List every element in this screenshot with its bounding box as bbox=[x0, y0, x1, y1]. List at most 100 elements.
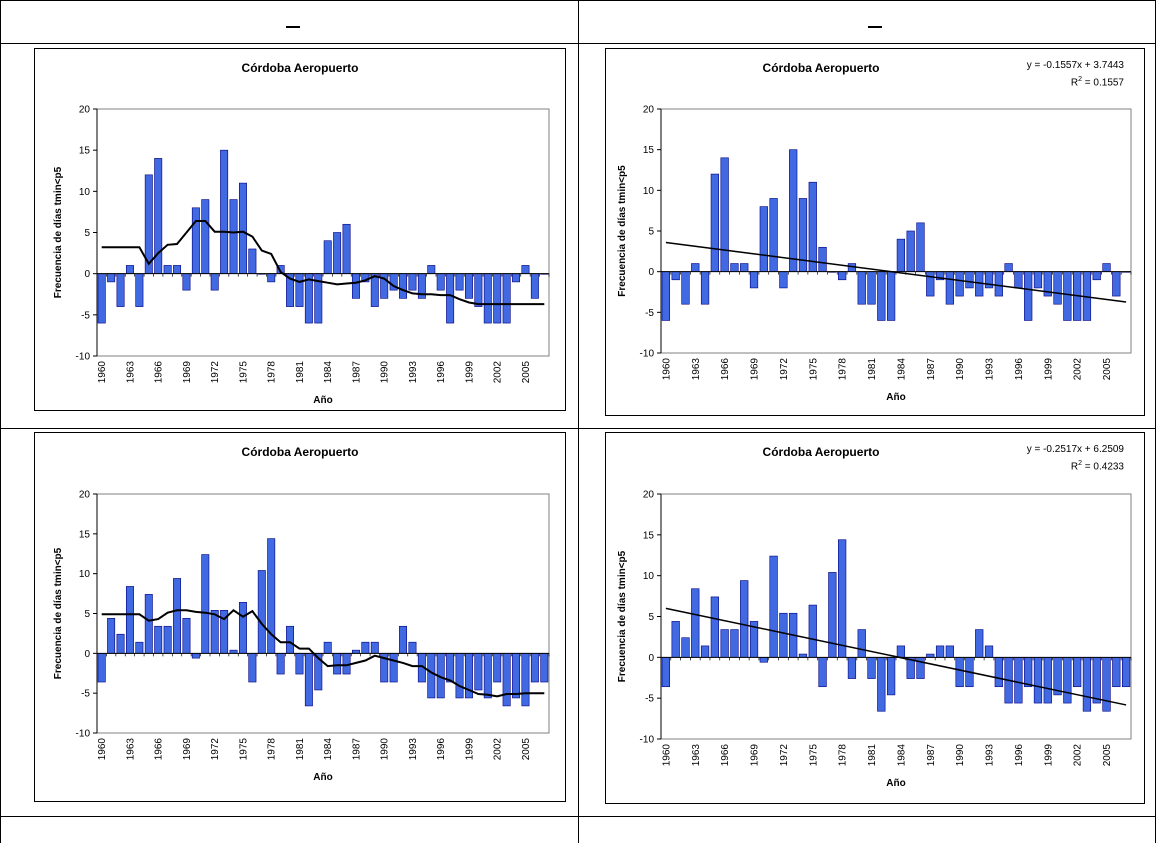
bar bbox=[286, 625, 295, 654]
y-tick-label: 5 bbox=[648, 227, 654, 238]
bar bbox=[877, 271, 886, 321]
x-tick-label: 1999 bbox=[1043, 744, 1054, 767]
x-tick-label: 1972 bbox=[779, 358, 790, 381]
bar bbox=[512, 653, 521, 699]
bar bbox=[474, 273, 483, 307]
bar bbox=[818, 657, 827, 688]
x-tick-label: 1966 bbox=[720, 358, 731, 381]
bar bbox=[408, 273, 417, 291]
bar bbox=[370, 641, 379, 654]
bar bbox=[389, 653, 398, 683]
bar bbox=[474, 653, 483, 691]
x-tick-label: 1984 bbox=[896, 358, 907, 381]
bar bbox=[483, 653, 492, 699]
bar bbox=[896, 645, 906, 658]
bar bbox=[201, 199, 210, 274]
bar bbox=[333, 232, 342, 274]
bar bbox=[1082, 657, 1092, 712]
bar bbox=[769, 555, 778, 658]
bar bbox=[191, 653, 200, 659]
bar bbox=[1102, 263, 1111, 272]
bar bbox=[530, 273, 539, 299]
bar bbox=[1063, 271, 1072, 321]
bar bbox=[210, 610, 219, 654]
bar bbox=[399, 625, 408, 654]
chart-bottom-right-plot: -10 -5 0 5 10 15 20 Frecuencia de días tmin<p5 1… bbox=[617, 490, 1132, 789]
bar bbox=[361, 641, 370, 654]
bar bbox=[116, 273, 125, 307]
r-squared-label: R2 = 0.1557 bbox=[1070, 76, 1124, 89]
y-tick-label: 0 bbox=[648, 653, 654, 664]
x-tick-label: 1978 bbox=[838, 744, 849, 767]
bar bbox=[1073, 657, 1082, 688]
y-tick-label: 15 bbox=[79, 146, 91, 157]
header-cell-mark-right bbox=[868, 26, 882, 28]
bar bbox=[107, 617, 116, 654]
x-tick-label: 1969 bbox=[182, 361, 193, 384]
x-tick-label: 1999 bbox=[464, 738, 475, 761]
y-tick-label: 10 bbox=[79, 187, 91, 198]
x-tick-label: 2002 bbox=[1073, 744, 1084, 767]
bar bbox=[97, 273, 106, 324]
bar bbox=[323, 641, 332, 654]
x-tick-label: 1981 bbox=[295, 738, 306, 761]
x-tick-label: 1996 bbox=[436, 738, 447, 761]
bar bbox=[512, 273, 521, 283]
bar bbox=[965, 271, 974, 289]
bar bbox=[984, 645, 994, 658]
x-tick-label: 1960 bbox=[661, 744, 672, 767]
bar bbox=[857, 271, 866, 305]
bar bbox=[163, 625, 172, 654]
y-tick-label: -10 bbox=[76, 729, 91, 740]
r-squared-label: R2 = 0.4233 bbox=[1070, 460, 1124, 473]
x-tick-label: 1975 bbox=[238, 738, 249, 761]
bar bbox=[295, 273, 304, 307]
y-tick-label: 0 bbox=[648, 267, 654, 278]
x-tick-label: 1990 bbox=[380, 361, 391, 384]
bar bbox=[759, 657, 768, 663]
bar bbox=[521, 265, 530, 274]
x-tick-label: 2005 bbox=[521, 361, 532, 384]
trendline-equation-block: y = -0.1557x + 3.7443 R2 = 0.1557 bbox=[1027, 59, 1124, 90]
bar bbox=[700, 645, 710, 658]
bar bbox=[370, 273, 379, 307]
bar bbox=[1112, 271, 1121, 297]
y-axis-title: Frecuencia de días tmin<p5 bbox=[617, 165, 628, 297]
x-tick-label: 2005 bbox=[1102, 744, 1113, 767]
bar bbox=[464, 273, 473, 299]
bar bbox=[135, 273, 144, 307]
x-tick-label: 1978 bbox=[267, 738, 278, 761]
bar bbox=[107, 273, 116, 283]
y-tick-label: 5 bbox=[84, 228, 90, 239]
y-tick-label: -5 bbox=[645, 308, 654, 319]
bar bbox=[935, 645, 945, 658]
x-tick-label: 1972 bbox=[210, 738, 221, 761]
x-tick-label: 1972 bbox=[210, 361, 221, 384]
y-tick-label: 15 bbox=[79, 529, 91, 540]
plot-area bbox=[96, 108, 550, 357]
y-tick-label: 20 bbox=[643, 490, 655, 501]
chart-title: Córdoba Aeropuerto bbox=[241, 61, 359, 75]
bar bbox=[710, 596, 719, 658]
y-tick-label: 15 bbox=[643, 530, 655, 541]
bar bbox=[945, 271, 954, 305]
x-tick-label: 1999 bbox=[464, 361, 475, 384]
x-tick-label: 1963 bbox=[691, 358, 702, 381]
bar bbox=[521, 653, 530, 707]
table-border-center bbox=[578, 0, 579, 843]
bar bbox=[238, 182, 247, 274]
x-tick-label: 1978 bbox=[267, 361, 278, 384]
chart-title: Córdoba Aeropuerto bbox=[762, 445, 880, 459]
bar bbox=[182, 617, 191, 654]
bar bbox=[173, 265, 182, 274]
bar bbox=[1004, 263, 1013, 272]
bar bbox=[446, 653, 455, 683]
bar bbox=[436, 273, 445, 291]
x-tick-label: 1996 bbox=[1014, 744, 1025, 767]
bar bbox=[740, 580, 749, 658]
y-tick-label: 15 bbox=[643, 145, 655, 156]
y-tick-label: -5 bbox=[81, 689, 90, 700]
bar bbox=[916, 222, 925, 272]
bar bbox=[857, 629, 866, 658]
x-tick-label: 1990 bbox=[955, 744, 966, 767]
